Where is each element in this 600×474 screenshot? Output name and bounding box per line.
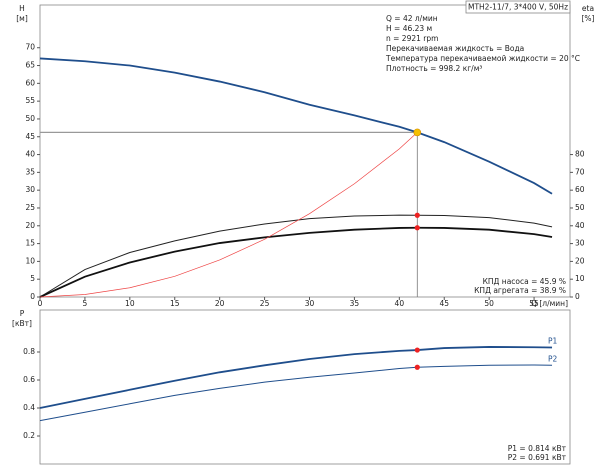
y-tick-label: 70 [25,43,35,52]
note: P1 = 0.814 кВт [508,444,567,453]
y-tick-label: 10 [25,256,35,265]
y-tick-label: 30 [25,185,35,194]
y-tick-label: 60 [25,78,35,87]
x-tick-label: 20 [215,299,225,308]
annotation: H = 46.23 м [386,24,432,33]
y2-tick-label: 40 [575,221,585,230]
y-tick-label: 45 [25,132,35,141]
title-box [465,0,571,14]
x-tick-label: 50 [484,299,494,308]
y-tick-label: 25 [25,203,35,212]
y-tick-label: 0.2 [23,431,35,440]
y-tick-label: 50 [25,114,35,123]
y-tick-label: 55 [25,96,35,105]
y2-tick-label: 70 [575,167,585,176]
x-tick-label: 5 [83,299,88,308]
y-axis-label: P [20,309,25,318]
y2-tick-label: 10 [575,274,585,283]
y-tick-label: 35 [25,167,35,176]
x-tick-label: 30 [305,299,315,308]
x-tick-label: 35 [350,299,360,308]
series-line [39,346,553,409]
operating-point [413,128,422,137]
x-tick-label: 0 [38,299,43,308]
series-line [39,214,553,298]
x-tick-label: 40 [395,299,405,308]
y-axis-label: H [19,4,25,13]
note: КПД агрегата = 38.9 % [474,286,566,295]
chart-title: MTH2-11/7, 3*400 V, 50Hz [468,3,568,12]
y-tick-label: 40 [25,150,35,159]
series-line [39,364,553,422]
operating-point [414,364,420,370]
y2-tick-label: 0 [575,292,580,301]
annotation: n = 2921 rpm [386,34,438,43]
x-tick-label: 15 [170,299,180,308]
note: P2 = 0.691 кВт [508,453,567,462]
y-axis-unit: [м] [16,14,28,23]
series-label: P1 [548,337,558,346]
y-tick-label: 0.8 [23,347,35,356]
y-tick-label: 0.4 [23,403,35,412]
y2-axis-label: eta [582,4,594,13]
annotation: Температура перекачиваемой жидкости = 20… [385,54,580,63]
operating-point [414,212,420,218]
note: КПД насоса = 45.9 % [483,277,566,286]
y2-tick-label: 80 [575,150,585,159]
y2-tick-label: 30 [575,239,585,248]
x-tick-label: 25 [260,299,270,308]
y-tick-label: 0.6 [23,375,35,384]
series-label: P2 [548,354,558,363]
series-line [39,57,553,195]
annotation: Перекачиваемая жидкость = Вода [386,44,524,53]
x-axis-label: Q [л/мин] [531,299,568,308]
operating-point [414,347,420,353]
y-tick-label: 20 [25,221,35,230]
series-line [39,132,418,298]
x-tick-label: 10 [125,299,135,308]
annotation: Q = 42 л/мин [386,14,438,23]
y2-tick-label: 50 [575,203,585,212]
series-line [39,226,553,298]
annotation: Плотность = 998.2 кг/м³ [386,64,482,73]
x-tick-label: 55 [529,299,539,308]
x-tick-label: 45 [439,299,449,308]
y2-axis-unit: [%] [582,14,595,23]
y-tick-label: 5 [30,274,35,283]
y-tick-label: 65 [25,61,35,70]
y2-tick-label: 60 [575,185,585,194]
y-tick-label: 0 [30,292,35,301]
plot-frame [39,4,571,298]
y-tick-label: 15 [25,239,35,248]
operating-point [414,225,420,231]
y-axis-unit: [кВт] [12,319,32,328]
plot-frame [39,309,571,465]
y2-tick-label: 20 [575,256,585,265]
